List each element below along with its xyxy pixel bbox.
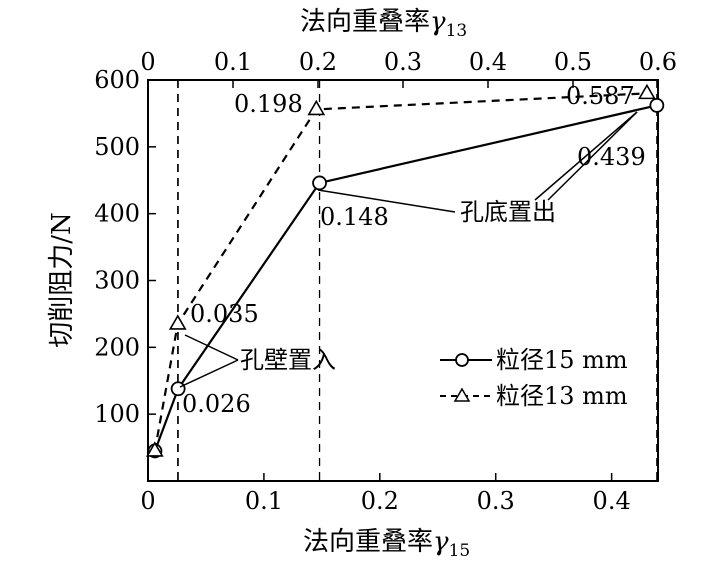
y-tick-label: 300 bbox=[94, 267, 140, 295]
y-tick-label: 500 bbox=[94, 133, 140, 161]
x-axis-bottom-gamma: γ bbox=[433, 527, 449, 557]
x-top-tick-label: 0 bbox=[140, 48, 155, 76]
point-label-0-035: 0.035 bbox=[190, 300, 259, 328]
series-0-marker bbox=[312, 175, 327, 191]
point-label-0-439: 0.439 bbox=[577, 143, 646, 171]
annotation-bottom-exit: 孔底置出 bbox=[460, 198, 556, 226]
leader-wall-b bbox=[179, 359, 239, 388]
x-top-tick-label: 0.6 bbox=[639, 48, 677, 76]
series-1-marker bbox=[145, 441, 164, 457]
annotation-leaders bbox=[179, 111, 638, 388]
x-top-tick-label: 0.3 bbox=[384, 48, 422, 76]
legend-marker-13 bbox=[453, 387, 471, 402]
leader-bottom-c bbox=[547, 111, 638, 201]
point-label-0-198: 0.198 bbox=[234, 90, 303, 118]
x-top-tick-label: 0.5 bbox=[554, 48, 592, 76]
x-axis-top-gamma: γ bbox=[430, 7, 446, 37]
y-tick-label: 200 bbox=[94, 333, 140, 361]
point-label-0-587: 0.587 bbox=[566, 82, 635, 110]
series-layer bbox=[145, 83, 665, 459]
x-top-tick-label: 0.2 bbox=[299, 48, 337, 76]
point-label-0-148: 0.148 bbox=[320, 203, 389, 231]
y-tick-label: 600 bbox=[94, 66, 140, 94]
x-bottom-tick-label: 0.1 bbox=[245, 487, 283, 515]
point-label-0-026: 0.026 bbox=[182, 390, 251, 418]
y-axis-title: 切削阻力/N bbox=[47, 212, 77, 348]
x-bottom-tick-label: 0.2 bbox=[361, 487, 399, 515]
series-0-marker bbox=[649, 97, 665, 113]
x-top-tick-label: 0.4 bbox=[469, 48, 507, 76]
legend: 粒径15 mm 粒径13 mm bbox=[440, 346, 628, 410]
reference-lines-layer bbox=[177, 80, 658, 481]
x-axis-bottom-subscript: 15 bbox=[449, 541, 471, 561]
series-line-1 bbox=[153, 92, 648, 452]
x-top-tick-label: 0.1 bbox=[214, 48, 252, 76]
x-axis-top-title-text: 法向重叠率 bbox=[300, 7, 430, 37]
annotation-wall-entry: 孔壁置入 bbox=[240, 346, 336, 374]
x-axis-bottom-title-text: 法向重叠率 bbox=[303, 527, 433, 557]
legend-marker-15 bbox=[455, 353, 469, 367]
legend-label-13: 粒径13 mm bbox=[496, 382, 628, 410]
x-bottom-tick-label: 0.4 bbox=[593, 487, 631, 515]
y-tick-label: 100 bbox=[94, 400, 140, 428]
series-0-marker bbox=[170, 381, 186, 397]
leader-bottom-a bbox=[317, 189, 456, 213]
x-axis-top-title: 法向重叠率γ13 bbox=[300, 7, 467, 41]
x-axis-top-subscript: 13 bbox=[446, 21, 468, 41]
ticks-layer: 0 0.1 0.2 0.3 0.4 0 0.1 0.2 0.3 0.4 0.5 0.6 100 200 30… bbox=[94, 48, 677, 515]
leader-bottom-b bbox=[534, 111, 638, 201]
x-bottom-tick-label: 0.3 bbox=[477, 487, 515, 515]
series-1-marker bbox=[168, 314, 187, 330]
legend-label-15: 粒径15 mm bbox=[496, 346, 628, 374]
plot-frame bbox=[147, 79, 659, 482]
series-line-0 bbox=[153, 104, 658, 452]
x-axis-bottom-title: 法向重叠率γ15 bbox=[303, 527, 470, 561]
leader-wall-a bbox=[184, 334, 239, 361]
series-1-marker bbox=[307, 99, 326, 116]
y-tick-label: 400 bbox=[94, 200, 140, 228]
x-bottom-tick-label: 0 bbox=[140, 487, 155, 515]
series-1-marker bbox=[638, 83, 656, 100]
